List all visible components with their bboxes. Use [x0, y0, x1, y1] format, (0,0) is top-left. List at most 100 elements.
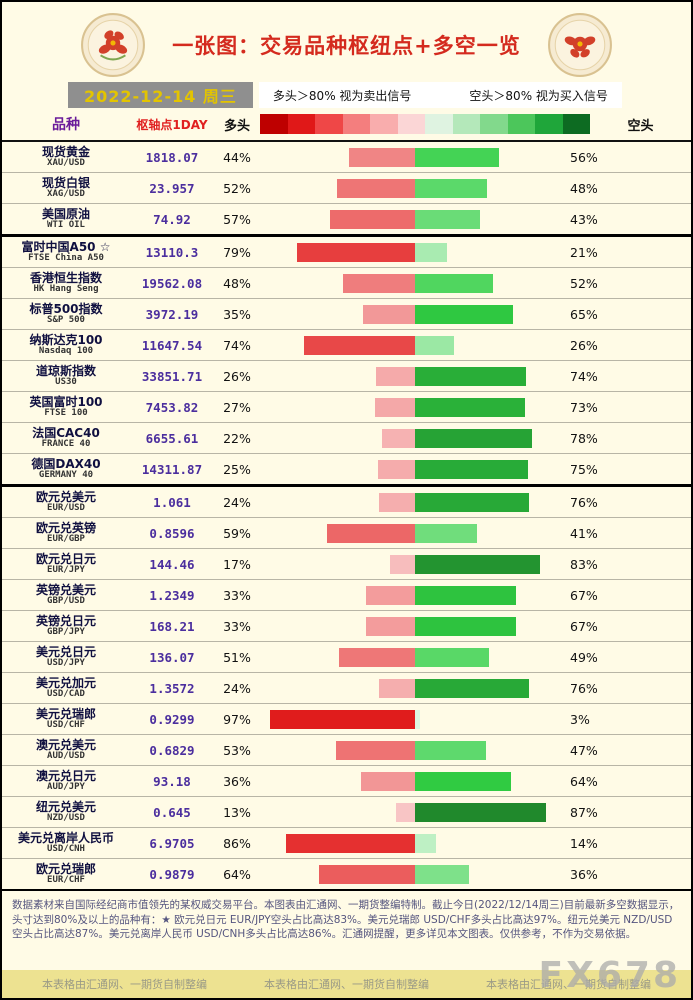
short-bar	[415, 428, 532, 448]
long-bar	[374, 397, 415, 417]
instrument-cell: 欧元兑瑞郎 EUR/CHF	[2, 862, 130, 886]
sentiment-bar	[260, 366, 560, 386]
instrument-name: 美元兑加元	[35, 675, 96, 690]
long-bar	[362, 304, 415, 324]
sentiment-bar	[260, 273, 560, 293]
instrument-cell: 英镑兑日元 GBP/JPY	[2, 614, 130, 638]
table-row: 英国富时100 FTSE 100 7453.82 27% 73%	[2, 391, 691, 422]
pivot-value: 23.957	[149, 180, 195, 196]
long-bar	[343, 273, 415, 293]
table-row: 现货黄金 XAU/USD 1818.07 44% 56%	[2, 142, 691, 172]
long-percent: 17%	[223, 556, 251, 572]
instrument-code: S&P 500	[47, 314, 85, 325]
table-row: 美元兑日元 USD/JPY 136.07 51% 49%	[2, 641, 691, 672]
instrument-name: 现货黄金	[41, 144, 90, 159]
scale-swatch	[370, 114, 398, 134]
instrument-name: 英国富时100	[29, 394, 103, 409]
table-row: 欧元兑英镑 EUR/GBP 0.8596 59% 41%	[2, 517, 691, 548]
instrument-cell: 德国DAX40 GERMANY 40	[2, 457, 130, 481]
long-percent: 97%	[223, 711, 251, 727]
sentiment-bar	[260, 740, 560, 760]
sentiment-bar	[260, 459, 560, 479]
instrument-cell: 美元兑加元 USD/CAD	[2, 676, 130, 700]
table-row: 香港恒生指数 HK Hang Seng 19562.08 48% 52%	[2, 267, 691, 298]
sentiment-bar	[260, 147, 560, 167]
short-bar	[415, 523, 477, 543]
instrument-cell: 现货白银 XAG/USD	[2, 176, 130, 200]
instrument-name: 纳斯达克100	[29, 332, 103, 347]
instrument-code: FTSE China A50	[28, 252, 104, 263]
instrument-cell: 现货黄金 XAU/USD	[2, 145, 130, 169]
instrument-code: USD/JPY	[47, 657, 85, 668]
short-bar	[415, 366, 526, 386]
sentiment-bar	[260, 209, 560, 229]
short-percent: 73%	[570, 399, 598, 415]
table-row: 澳元兑美元 AUD/USD 0.6829 53% 47%	[2, 734, 691, 765]
short-percent: 87%	[570, 804, 598, 820]
short-percent: 47%	[570, 742, 598, 758]
instrument-code: EUR/JPY	[47, 564, 85, 575]
pivot-value: 7453.82	[145, 399, 199, 415]
short-percent: 56%	[570, 149, 598, 165]
long-percent: 24%	[223, 680, 251, 696]
long-bar	[361, 771, 415, 791]
long-percent: 33%	[223, 618, 251, 634]
scale-swatch	[425, 114, 453, 134]
instrument-name: 纽元兑美元	[35, 799, 96, 814]
short-percent: 74%	[570, 368, 598, 384]
long-percent: 26%	[223, 368, 251, 384]
instrument-cell: 纳斯达克100 Nasdaq 100	[2, 333, 130, 357]
instrument-code: USD/CHF	[47, 719, 85, 730]
long-percent: 27%	[223, 399, 251, 415]
instrument-name: 欧元兑英镑	[35, 520, 96, 535]
instrument-code: FTSE 100	[44, 407, 88, 418]
sentiment-bar	[260, 678, 560, 698]
long-bar	[319, 864, 415, 884]
short-percent: 67%	[570, 587, 598, 603]
pivot-value: 0.6829	[149, 742, 195, 758]
instrument-cell: 富时中国A50 ☆ FTSE China A50	[2, 240, 130, 264]
short-percent: 76%	[570, 680, 598, 696]
sentiment-bar	[260, 492, 560, 512]
short-bar	[415, 459, 528, 479]
long-percent: 33%	[223, 587, 251, 603]
instrument-cell: 纽元兑美元 NZD/USD	[2, 800, 130, 824]
sentiment-bar	[260, 585, 560, 605]
decorative-plate-icon-left	[81, 13, 146, 77]
scale-swatch	[452, 114, 480, 134]
short-bar	[415, 273, 493, 293]
instrument-code: FRANCE 40	[41, 438, 91, 449]
instrument-cell: 香港恒生指数 HK Hang Seng	[2, 271, 130, 295]
instrument-group: 富时中国A50 ☆ FTSE China A50 13110.3 79% 21%…	[2, 234, 691, 484]
short-percent: 52%	[570, 275, 598, 291]
short-bar	[415, 740, 486, 760]
short-bar	[415, 833, 436, 853]
header: 一张图：交易品种枢纽点+多空一览	[2, 2, 691, 80]
long-percent: 44%	[223, 149, 251, 165]
table-row: 美国原油 WTI OIL 74.92 57% 43%	[2, 203, 691, 234]
table-body: 现货黄金 XAU/USD 1818.07 44% 56% 现货白银 XAG/US…	[2, 142, 691, 891]
sentiment-bar	[260, 397, 560, 417]
long-percent: 59%	[223, 525, 251, 541]
instrument-name: 法国CAC40	[32, 425, 100, 440]
short-percent: 76%	[570, 494, 598, 510]
sentiment-bar	[260, 864, 560, 884]
instrument-name: 澳元兑日元	[35, 768, 96, 783]
pivot-value: 14311.87	[141, 461, 203, 477]
scale-swatch	[315, 114, 343, 134]
instrument-name: 标普500指数	[29, 301, 103, 316]
pivot-value: 144.46	[149, 556, 195, 572]
long-percent: 53%	[223, 742, 251, 758]
short-percent: 26%	[570, 337, 598, 353]
short-percent: 83%	[570, 556, 598, 572]
sentiment-bar	[260, 833, 560, 853]
instrument-code: USD/CAD	[47, 688, 85, 699]
long-percent: 57%	[223, 211, 251, 227]
pivot-value: 19562.08	[141, 275, 203, 291]
short-percent: 36%	[570, 866, 598, 882]
instrument-cell: 欧元兑英镑 EUR/GBP	[2, 521, 130, 545]
pivot-value: 74.92	[153, 211, 191, 227]
short-bar	[415, 242, 447, 262]
long-percent: 36%	[223, 773, 251, 789]
instrument-name: 德国DAX40	[31, 456, 101, 471]
